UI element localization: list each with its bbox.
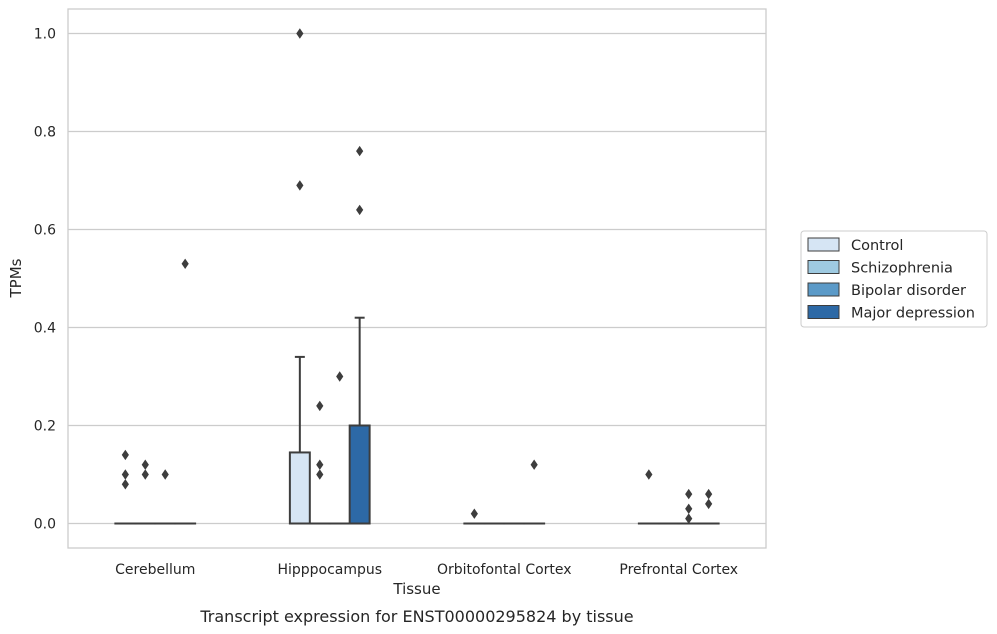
box-body bbox=[288, 451, 311, 525]
legend-swatch bbox=[807, 260, 840, 274]
outlier-point bbox=[705, 488, 713, 500]
grid-lines bbox=[68, 32, 766, 525]
outlier-point bbox=[161, 469, 169, 480]
outlier-point bbox=[181, 258, 189, 269]
x-tick-label: Hipppocampus bbox=[277, 562, 382, 578]
legend-swatch bbox=[807, 282, 840, 297]
outlier-point bbox=[316, 400, 324, 412]
outlier-point bbox=[705, 498, 713, 510]
y-tick-label: 0.4 bbox=[34, 321, 56, 337]
y-axis-label: TPMs bbox=[7, 258, 25, 298]
outlier-point bbox=[685, 513, 693, 524]
outlier-point bbox=[645, 469, 653, 480]
y-tick-label: 0.2 bbox=[34, 419, 56, 435]
y-tick-label: 1.0 bbox=[34, 27, 56, 43]
x-tick-label: Orbitofontal Cortex bbox=[437, 562, 572, 578]
outlier-point bbox=[530, 459, 538, 470]
y-tick-label: 0.6 bbox=[34, 223, 56, 239]
legend-swatch bbox=[807, 237, 840, 252]
outlier-point bbox=[685, 488, 693, 500]
outlier-point bbox=[685, 503, 693, 514]
figure-caption: Transcript expression for ENST0000029582… bbox=[199, 607, 633, 626]
box-major-depression bbox=[348, 316, 371, 525]
legend-swatch bbox=[807, 305, 840, 319]
y-tick-label: 0.8 bbox=[34, 125, 56, 141]
outlier-point bbox=[336, 371, 344, 382]
x-axis-ticks: Cerebellum Hipppocampus Orbitofontal Corte… bbox=[115, 562, 738, 578]
plot-frame bbox=[67, 8, 767, 549]
outlier-point bbox=[121, 479, 129, 490]
outlier-point bbox=[356, 145, 364, 157]
outlier-point bbox=[470, 508, 478, 519]
legend: Control Schizophrenia Bipolar disorder Majo… bbox=[800, 230, 988, 328]
x-axis-label: Tissue bbox=[392, 580, 440, 598]
x-tick-label: Cerebellum bbox=[115, 562, 195, 578]
box-control bbox=[288, 355, 311, 525]
outlier-point bbox=[316, 469, 324, 480]
outlier-point bbox=[141, 459, 149, 470]
x-tick-label: Prefrontal Cortex bbox=[619, 562, 738, 578]
legend-label: Schizophrenia bbox=[851, 261, 953, 277]
outliers bbox=[121, 28, 713, 524]
outlier-point bbox=[316, 459, 324, 470]
legend-label: Control bbox=[851, 238, 903, 254]
legend-label: Major depression bbox=[851, 306, 975, 322]
outlier-point bbox=[121, 469, 129, 480]
outlier-point bbox=[296, 28, 304, 39]
outlier-point bbox=[141, 469, 149, 480]
boxes bbox=[114, 316, 720, 525]
outlier-point bbox=[121, 449, 129, 461]
y-tick-label: 0.0 bbox=[34, 517, 56, 533]
legend-frame bbox=[800, 230, 988, 328]
box-body bbox=[348, 424, 371, 525]
legend-label: Bipolar disorder bbox=[851, 283, 966, 299]
outlier-point bbox=[296, 180, 304, 191]
y-axis-ticks: 0.0 0.2 0.4 0.6 0.8 1.0 bbox=[34, 27, 56, 533]
outlier-point bbox=[356, 204, 364, 216]
